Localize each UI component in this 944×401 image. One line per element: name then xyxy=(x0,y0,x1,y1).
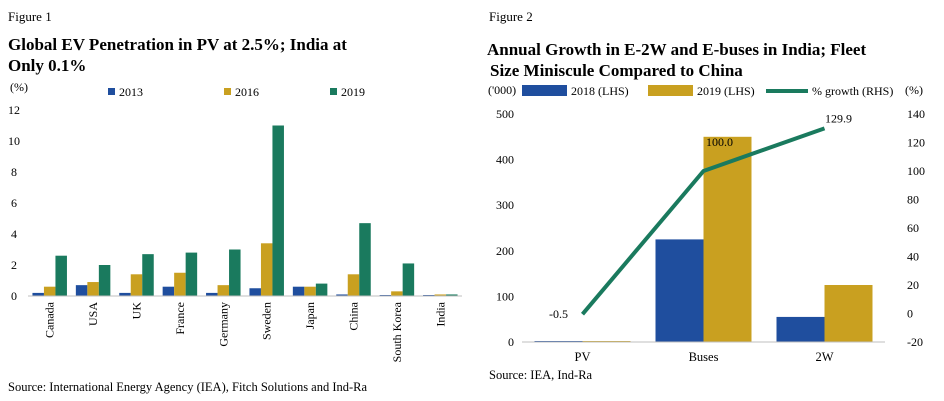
figure1-y-tick-label: 6 xyxy=(11,196,17,210)
figure1-x-labels: Canada USA UK France Germany Sweden Japan China… xyxy=(43,301,448,362)
figure1-y-tick-label: 10 xyxy=(8,134,20,148)
figure2-source: Source: IEA, Ind-Ra xyxy=(489,368,593,382)
figure1-bar-Germany-2013 xyxy=(206,292,218,296)
figure1-bar-France-2013 xyxy=(162,286,175,296)
figure1-x-tick-label: Canada xyxy=(43,301,57,338)
figure1-legend-swatch-2019 xyxy=(330,88,337,95)
figure1-bar-China-2013 xyxy=(336,294,348,296)
figure1-bar-South Korea-2019 xyxy=(402,263,415,296)
figure1-bar-Sweden-2013 xyxy=(249,288,261,296)
figure1-bar-South Korea-2016 xyxy=(391,291,403,296)
figure1-legend-swatch-2016 xyxy=(224,88,231,95)
figure1-title: Global EV Penetration in PV at 2.5%; Ind… xyxy=(8,34,347,76)
figure1-bar-USA-2016 xyxy=(87,282,99,296)
figure1-x-tick-label: Japan xyxy=(303,302,317,329)
figure1-bar-Japan-2016 xyxy=(304,286,316,296)
figure1-x-tick-label: France xyxy=(173,302,187,335)
figure1-x-tick-label: India xyxy=(433,301,447,326)
figure1-bar-UK-2013 xyxy=(119,292,131,296)
figure1-bar-China-2019 xyxy=(359,223,371,296)
figure1-bar-Germany-2016 xyxy=(217,285,230,296)
figure1-x-tick-label: China xyxy=(347,301,361,330)
figure1-bar-Sweden-2019 xyxy=(272,125,284,296)
figure1-title-line2: Only 0.1% xyxy=(8,56,87,75)
figure1-bar-USA-2019 xyxy=(98,265,111,296)
figure1-legend-label-2013: 2013 xyxy=(119,85,143,99)
figure1-y-axis: 0 2 4 6 8 10 12 xyxy=(8,103,20,303)
figure1-legend-swatch-2013 xyxy=(108,88,115,95)
figure1-bar-Japan-2013 xyxy=(292,286,305,296)
figure1-legend-label-2016: 2016 xyxy=(235,85,259,99)
figure1-bar-USA-2013 xyxy=(75,285,88,296)
figure1-y-axis-label: (%) xyxy=(10,80,28,94)
figure1-bar-Japan-2019 xyxy=(315,283,328,296)
figure1-title-line1: Global EV Penetration in PV at 2.5%; Ind… xyxy=(8,35,347,54)
figure1-y-tick-label: 2 xyxy=(11,258,17,272)
figure1-bar-Germany-2019 xyxy=(229,249,241,296)
figure1-bars xyxy=(32,125,458,296)
figure1-bar-Canada-2019 xyxy=(55,255,67,296)
figure1-bar-UK-2019 xyxy=(142,254,154,296)
figure1-label: Figure 1 xyxy=(8,9,52,24)
figure1-x-tick-label: Sweden xyxy=(260,302,274,340)
figure1-bar-Sweden-2016 xyxy=(260,243,273,296)
figure1-x-tick-label: South Korea xyxy=(390,301,404,362)
figure1-bar-India-2019 xyxy=(446,294,458,296)
figure1-bar-China-2016 xyxy=(347,274,360,296)
figure1-y-tick-label: 12 xyxy=(8,103,20,117)
figure1-y-tick-label: 8 xyxy=(11,165,17,179)
figure1-bar-Canada-2013 xyxy=(32,292,44,296)
figure2-title: Annual Growth in E-2W and E-buses in Ind… xyxy=(487,39,866,81)
figure1-x-tick-label: USA xyxy=(86,302,100,326)
figure1-x-tick-label: Germany xyxy=(216,302,230,347)
figure2-title-line1: Annual Growth in E-2W and E-buses in Ind… xyxy=(487,40,867,59)
figure1-bar-UK-2016 xyxy=(130,274,143,296)
figure1-source: Source: International Energy Agency (IEA… xyxy=(8,380,368,394)
figure1-x-tick-label: UK xyxy=(130,302,144,320)
figure1-legend: 2013 2016 2019 xyxy=(108,85,365,99)
figure1-bar-Canada-2016 xyxy=(43,286,56,296)
figure1-y-tick-label: 4 xyxy=(11,227,17,241)
figure1-bar-India-2016 xyxy=(434,294,447,296)
figure1-bar-France-2016 xyxy=(174,272,186,296)
figure2-title-line2: Size Miniscule Compared to China xyxy=(490,61,743,80)
figure2-label: Figure 2 xyxy=(489,9,533,24)
figure1-y-tick-label: 0 xyxy=(11,289,17,303)
figure1-bar-France-2019 xyxy=(185,252,198,296)
figure1-legend-label-2019: 2019 xyxy=(341,85,365,99)
